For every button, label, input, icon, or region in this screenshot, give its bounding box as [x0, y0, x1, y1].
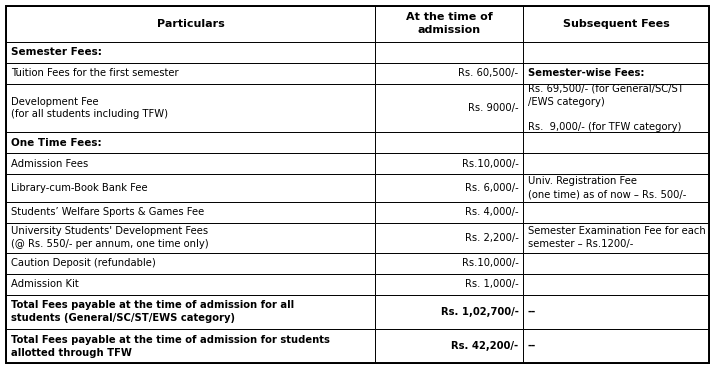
- Bar: [523, 253, 709, 274]
- Bar: [375, 174, 523, 201]
- Bar: [6, 274, 375, 295]
- Text: --: --: [528, 307, 536, 317]
- Text: At the time of
admission: At the time of admission: [405, 12, 493, 35]
- Text: Development Fee
(for all students including TFW): Development Fee (for all students includ…: [11, 97, 168, 119]
- Bar: [523, 174, 709, 201]
- Bar: [523, 84, 709, 132]
- Bar: [375, 6, 523, 42]
- Text: Rs. 60,500/-: Rs. 60,500/-: [458, 68, 518, 78]
- Text: Rs. 6,000/-: Rs. 6,000/-: [465, 183, 518, 193]
- Text: Rs. 4,000/-: Rs. 4,000/-: [465, 207, 518, 217]
- Bar: [6, 153, 375, 174]
- Text: Univ. Registration Fee
(one time) as of now – Rs. 500/-: Univ. Registration Fee (one time) as of …: [528, 177, 686, 199]
- Bar: [6, 174, 375, 201]
- Bar: [375, 274, 523, 295]
- Bar: [375, 63, 523, 84]
- Bar: [375, 84, 523, 132]
- Text: Semester-wise Fees:: Semester-wise Fees:: [528, 68, 644, 78]
- Bar: [375, 201, 523, 222]
- Text: Admission Fees: Admission Fees: [11, 159, 88, 169]
- Text: Library-cum-Book Bank Fee: Library-cum-Book Bank Fee: [11, 183, 147, 193]
- Bar: [523, 222, 709, 253]
- Bar: [523, 274, 709, 295]
- Bar: [523, 329, 709, 363]
- Bar: [523, 201, 709, 222]
- Bar: [523, 295, 709, 329]
- Text: Particulars: Particulars: [157, 19, 225, 29]
- Text: Total Fees payable at the time of admission for students
allotted through TFW: Total Fees payable at the time of admiss…: [11, 335, 330, 357]
- Bar: [375, 222, 523, 253]
- Bar: [375, 295, 523, 329]
- Text: Rs. 42,200/-: Rs. 42,200/-: [451, 341, 518, 351]
- Bar: [523, 6, 709, 42]
- Bar: [375, 329, 523, 363]
- Bar: [6, 84, 375, 132]
- Text: Caution Deposit (refundable): Caution Deposit (refundable): [11, 258, 155, 268]
- Bar: [375, 153, 523, 174]
- Bar: [523, 63, 709, 84]
- Bar: [6, 253, 375, 274]
- Bar: [6, 201, 375, 222]
- Bar: [6, 132, 709, 153]
- Bar: [6, 63, 375, 84]
- Text: --: --: [528, 341, 536, 351]
- Text: University Students' Development Fees
(@ Rs. 550/- per annum, one time only): University Students' Development Fees (@…: [11, 226, 208, 249]
- Text: Rs.10,000/-: Rs.10,000/-: [462, 159, 518, 169]
- Text: Semester Fees:: Semester Fees:: [11, 47, 102, 57]
- Text: Admission Kit: Admission Kit: [11, 279, 79, 289]
- Bar: [6, 295, 375, 329]
- Bar: [523, 153, 709, 174]
- Text: Total Fees payable at the time of admission for all
students (General/SC/ST/EWS : Total Fees payable at the time of admiss…: [11, 301, 294, 323]
- Text: Semester Examination Fee for each
semester – Rs.1200/-: Semester Examination Fee for each semest…: [528, 226, 706, 249]
- Text: Rs. 9000/-: Rs. 9000/-: [468, 103, 518, 113]
- Text: One Time Fees:: One Time Fees:: [11, 138, 102, 148]
- Text: Rs. 69,500/- (for General/SC/ST
/EWS category)

Rs.  9,000/- (for TFW category): Rs. 69,500/- (for General/SC/ST /EWS cat…: [528, 84, 684, 132]
- Text: Rs. 2,200/-: Rs. 2,200/-: [465, 233, 518, 243]
- Bar: [6, 329, 375, 363]
- Bar: [6, 222, 375, 253]
- Text: Rs. 1,000/-: Rs. 1,000/-: [465, 279, 518, 289]
- Text: Tuition Fees for the first semester: Tuition Fees for the first semester: [11, 68, 178, 78]
- Text: Rs. 1,02,700/-: Rs. 1,02,700/-: [440, 307, 518, 317]
- Bar: [375, 253, 523, 274]
- Text: Students’ Welfare Sports & Games Fee: Students’ Welfare Sports & Games Fee: [11, 207, 204, 217]
- Text: Subsequent Fees: Subsequent Fees: [563, 19, 669, 29]
- Text: Rs.10,000/-: Rs.10,000/-: [462, 258, 518, 268]
- Bar: [6, 6, 375, 42]
- Bar: [6, 42, 709, 63]
